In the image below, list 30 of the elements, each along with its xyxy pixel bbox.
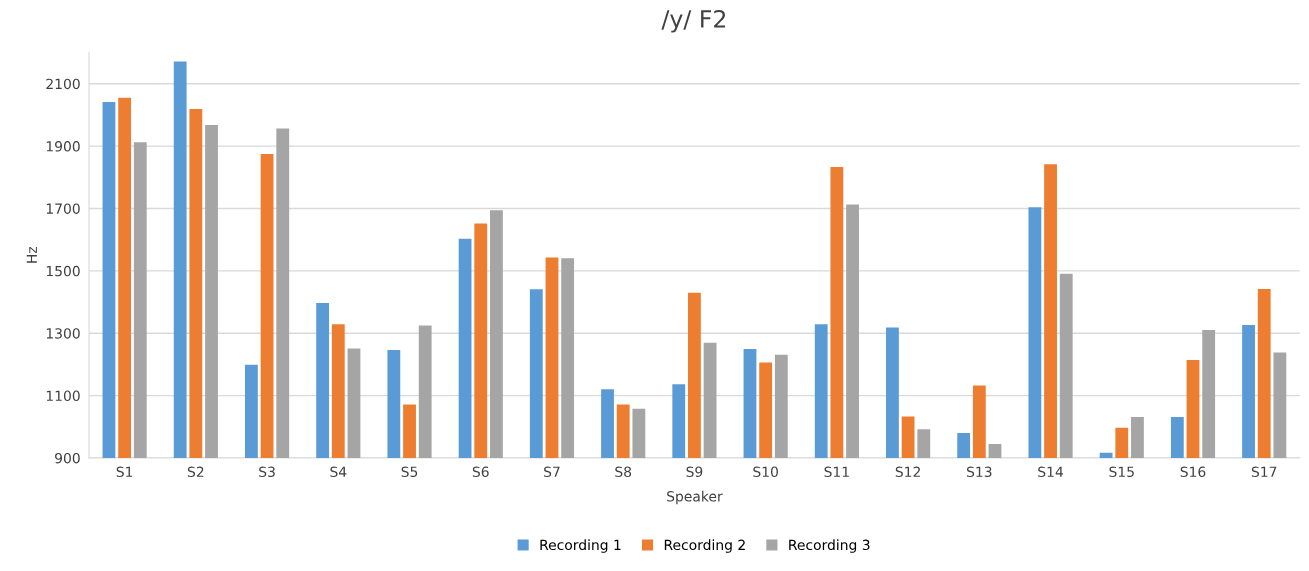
x-tick-label: S1 <box>116 466 133 478</box>
y-tick-label: 2100 <box>46 78 80 90</box>
legend-label: Recording 1 <box>540 539 621 553</box>
x-tick-label: S15 <box>1109 466 1134 478</box>
x-tick-label: S12 <box>895 466 920 478</box>
y-tick-label: 1900 <box>46 141 80 152</box>
x-axis-title: Speaker <box>667 490 723 505</box>
x-tick-label: S13 <box>966 466 992 478</box>
x-tick-label: S17 <box>1251 466 1277 478</box>
y-tick-label: 1100 <box>46 390 80 402</box>
x-tick-label: S3 <box>259 466 275 478</box>
y-tick-label: 900 <box>55 452 80 464</box>
y-tick-label: 1500 <box>46 265 80 277</box>
x-tick-label: S2 <box>187 466 204 478</box>
x-tick-label: S14 <box>1038 466 1064 478</box>
x-tick-label: S7 <box>544 466 560 478</box>
y-axis-title: Hz <box>26 246 37 263</box>
chart-title: /y/ F2 <box>661 10 726 33</box>
x-tick-label: S6 <box>472 466 489 478</box>
x-tick-label: S16 <box>1180 466 1206 478</box>
x-tick-label: S4 <box>330 466 347 478</box>
legend-label: Recording 2 <box>664 539 745 553</box>
y-tick-label: 1300 <box>46 328 80 339</box>
x-tick-label: S8 <box>615 466 632 478</box>
x-tick-label: S11 <box>824 466 849 478</box>
x-tick-label: S10 <box>753 466 778 478</box>
x-tick-label: S5 <box>401 466 418 478</box>
legend-label: Recording 3 <box>789 539 870 553</box>
y-tick-label: 1700 <box>46 203 80 214</box>
x-tick-label: S9 <box>686 466 703 478</box>
